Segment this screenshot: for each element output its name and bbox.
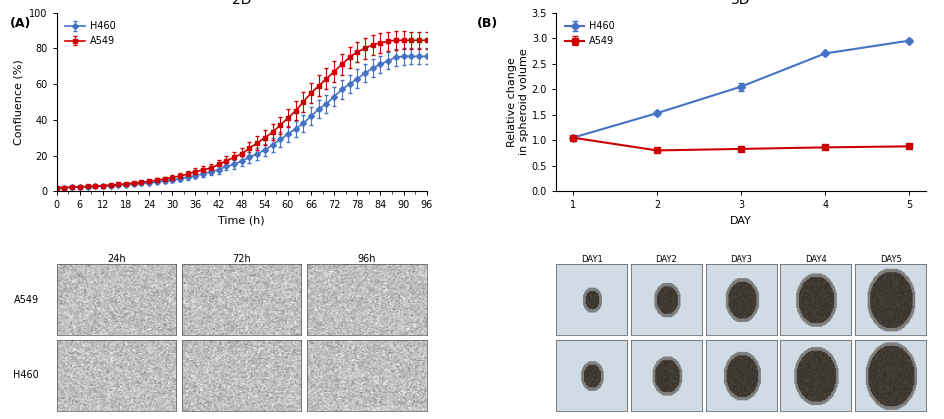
Title: DAY2: DAY2 xyxy=(655,255,677,264)
Legend: H460, A549: H460, A549 xyxy=(561,18,618,50)
X-axis label: DAY: DAY xyxy=(730,216,751,226)
Text: (B): (B) xyxy=(477,17,497,30)
Y-axis label: A549: A549 xyxy=(13,295,39,305)
X-axis label: Time (h): Time (h) xyxy=(218,216,264,226)
Title: 3D: 3D xyxy=(731,0,750,7)
Text: (A): (A) xyxy=(9,17,31,30)
Title: 96h: 96h xyxy=(358,253,376,264)
Title: DAY3: DAY3 xyxy=(730,255,751,264)
Title: DAY4: DAY4 xyxy=(804,255,826,264)
Title: DAY5: DAY5 xyxy=(879,255,901,264)
Title: 24h: 24h xyxy=(107,253,126,264)
Y-axis label: H460: H460 xyxy=(13,370,39,380)
Y-axis label: Confluence (%): Confluence (%) xyxy=(14,59,24,145)
Title: DAY1: DAY1 xyxy=(581,255,602,264)
Title: 72h: 72h xyxy=(232,253,251,264)
Title: 2D: 2D xyxy=(231,0,251,7)
Legend: H460, A549: H460, A549 xyxy=(61,18,119,50)
Y-axis label: Relative change
in spheroid volume: Relative change in spheroid volume xyxy=(507,49,529,155)
